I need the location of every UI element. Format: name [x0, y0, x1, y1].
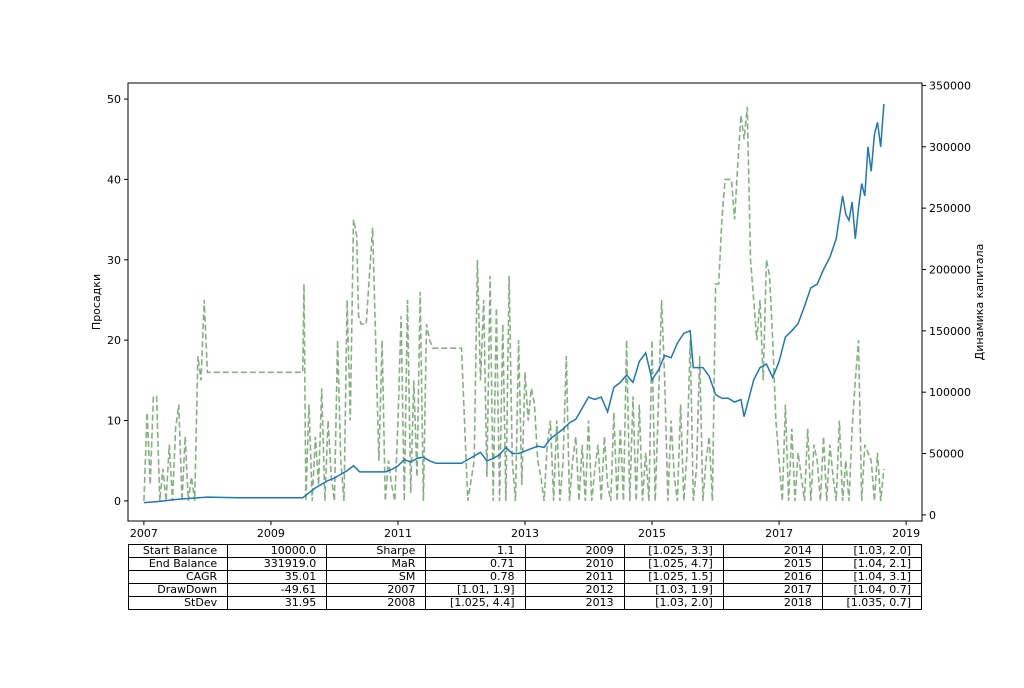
- stats-key-cell: 2015: [722, 557, 823, 571]
- stats-value-cell: 1.1: [425, 544, 526, 558]
- stats-key-cell: 2013: [524, 596, 625, 610]
- axes-layer: 2007 2009 2011 2013 2015 2017 2019010203040500…: [107, 79, 971, 540]
- stats-value-cell: [1.01, 1.9]: [425, 583, 526, 597]
- series-layer: [143, 103, 885, 504]
- plot-frame: [127, 82, 923, 522]
- stats-key-cell: StDev: [127, 596, 229, 610]
- stats-key-cell: 2018: [722, 596, 823, 610]
- stats-key-cell: 2007: [326, 583, 427, 597]
- stats-key-cell: MaR: [326, 557, 427, 571]
- drawdown-series-line: [143, 107, 885, 502]
- stats-table: Start Balance 10000.0 Sharpe 1.1 2009 [1.025,…: [127, 544, 923, 610]
- stats-key-cell: 2016: [722, 570, 823, 584]
- x-tick-label: 2011: [384, 527, 412, 540]
- stats-key-cell: 2014: [722, 544, 823, 558]
- right-tick-label: 300000: [929, 141, 971, 154]
- left-tick-label: 0: [114, 495, 121, 508]
- stats-row: DrawDown -49.61 2007 [1.01, 1.9] 2012 [1.03, …: [127, 583, 923, 597]
- stats-row: StDev 31.95 2008 [1.025, 4.4] 2013 [1.03, 2.0…: [127, 596, 923, 610]
- stats-value-cell: [1.04, 0.7]: [821, 583, 923, 597]
- stats-key-cell: SM: [326, 570, 427, 584]
- stats-value-cell: 10000.0: [227, 544, 328, 558]
- right-axis-label: Динамика капитала: [973, 244, 986, 361]
- x-tick-label: 2015: [638, 527, 666, 540]
- x-tick-label: 2013: [511, 527, 539, 540]
- stats-key-cell: 2008: [326, 596, 427, 610]
- left-tick-label: 50: [107, 93, 121, 106]
- stats-key-cell: 2017: [722, 583, 823, 597]
- right-tick-label: 0: [929, 509, 936, 522]
- stats-value-cell: 0.78: [425, 570, 526, 584]
- stats-key-cell: 2011: [524, 570, 625, 584]
- right-tick-label: 150000: [929, 325, 971, 338]
- stats-value-cell: 35.01: [227, 570, 328, 584]
- equity-series-line: [143, 103, 885, 504]
- left-tick-label: 10: [107, 415, 121, 428]
- left-tick-label: 30: [107, 254, 121, 267]
- stats-value-cell: 0.71: [425, 557, 526, 571]
- right-tick-label: 100000: [929, 386, 971, 399]
- right-tick-label: 50000: [929, 448, 964, 461]
- x-tick-label: 2007: [130, 527, 158, 540]
- stats-value-cell: [1.025, 4.7]: [623, 557, 724, 571]
- stats-key-cell: 2012: [524, 583, 625, 597]
- stats-key-cell: End Balance: [127, 557, 229, 571]
- x-tick-label: 2019: [892, 527, 920, 540]
- stats-value-cell: [1.025, 4.4]: [425, 596, 526, 610]
- stats-value-cell: [1.04, 3.1]: [821, 570, 923, 584]
- stats-value-cell: [1.025, 1.5]: [623, 570, 724, 584]
- stats-key-cell: 2010: [524, 557, 625, 571]
- stats-value-cell: [1.03, 1.9]: [623, 583, 724, 597]
- left-axis-label: Просадки: [90, 274, 103, 330]
- x-tick-label: 2009: [257, 527, 285, 540]
- stats-key-cell: Start Balance: [127, 544, 229, 558]
- stats-value-cell: [1.035, 0.7]: [821, 596, 923, 610]
- right-tick-label: 350000: [929, 79, 971, 92]
- stats-value-cell: -49.61: [227, 583, 328, 597]
- stats-key-cell: 2009: [524, 544, 625, 558]
- stats-value-cell: 31.95: [227, 596, 328, 610]
- stats-row: CAGR 35.01 SM 0.78 2011 [1.025, 1.5] 2016 [1.04…: [127, 570, 923, 584]
- x-tick-label: 2017: [765, 527, 793, 540]
- stats-key-cell: DrawDown: [127, 583, 229, 597]
- stats-key-cell: CAGR: [127, 570, 229, 584]
- stats-row: Start Balance 10000.0 Sharpe 1.1 2009 [1.025,…: [127, 544, 923, 558]
- stats-value-cell: [1.03, 2.0]: [623, 596, 724, 610]
- stats-value-cell: [1.03, 2.0]: [821, 544, 923, 558]
- left-tick-label: 20: [107, 334, 121, 347]
- right-tick-label: 200000: [929, 263, 971, 276]
- left-tick-label: 40: [107, 173, 121, 186]
- stats-value-cell: 331919.0: [227, 557, 328, 571]
- right-tick-label: 250000: [929, 202, 971, 215]
- stats-key-cell: Sharpe: [326, 544, 427, 558]
- stats-value-cell: [1.025, 3.3]: [623, 544, 724, 558]
- stats-row: End Balance 331919.0 MaR 0.71 2010 [1.025, 4.…: [127, 557, 923, 571]
- stats-value-cell: [1.04, 2.1]: [821, 557, 923, 571]
